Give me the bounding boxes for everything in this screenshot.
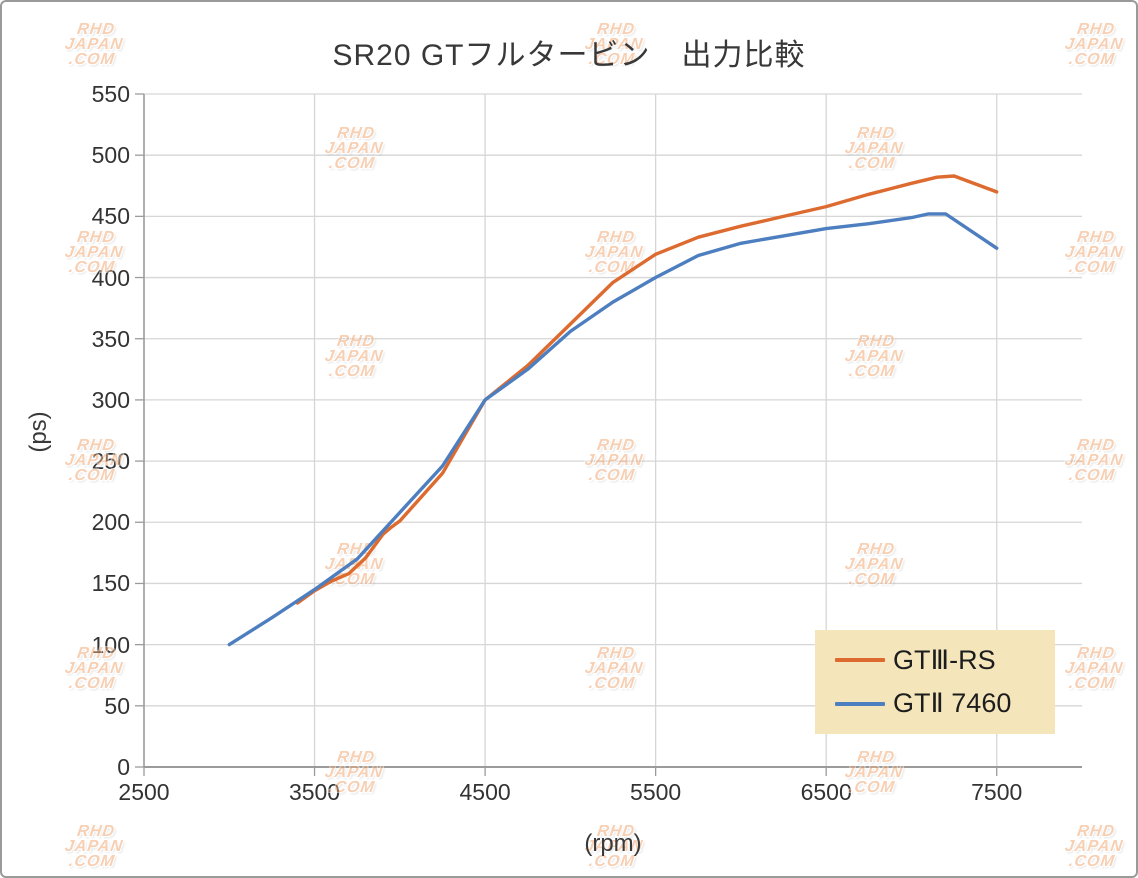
x-tick-label: 6500 (800, 779, 852, 805)
y-tick-label: 200 (91, 509, 130, 536)
series-line-1 (227, 212, 999, 647)
y-axis-label: (ps) (25, 411, 52, 453)
y-tick-label: 100 (91, 631, 130, 658)
series-line-0 (295, 174, 999, 605)
x-tick-label: 4500 (459, 779, 511, 805)
y-tick-label: 400 (91, 264, 130, 291)
legend-swatch-gt2-7460 (835, 701, 885, 706)
y-tick-label: 350 (91, 325, 130, 352)
legend-label-gt2-7460: GTⅡ 7460 (893, 688, 1012, 719)
x-tick-label: 5500 (630, 779, 682, 805)
legend-box: GTⅢ-RS GTⅡ 7460 (815, 630, 1055, 734)
legend-label-gt3rs: GTⅢ-RS (893, 644, 996, 675)
y-tick-label: 0 (117, 754, 130, 780)
y-tick-label: 300 (91, 386, 130, 413)
y-tick-label: 150 (91, 570, 130, 597)
y-tick-label: 50 (104, 692, 130, 719)
y-tick-label: 450 (91, 203, 130, 230)
x-tick-label: 2500 (118, 779, 170, 805)
x-axis-label: (rpm) (584, 830, 642, 857)
y-tick-label: 550 (91, 81, 130, 107)
x-tick-label: 3500 (288, 779, 341, 805)
legend-item: GTⅡ 7460 (835, 688, 1055, 719)
x-tick-label: 7500 (971, 779, 1023, 805)
y-tick-label: 500 (91, 142, 130, 169)
legend-swatch-gt3rs (835, 658, 885, 663)
legend-item: GTⅢ-RS (835, 645, 1055, 676)
y-tick-label: 250 (91, 448, 130, 475)
chart-title: SR20 GTフルタービン 出力比較 (332, 39, 806, 72)
